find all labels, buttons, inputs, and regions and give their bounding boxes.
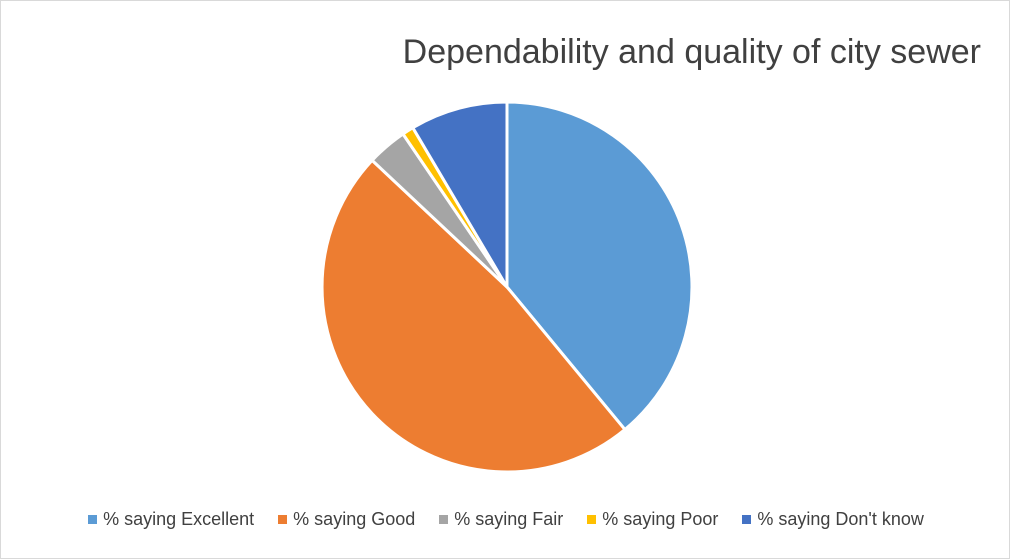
legend-item-4: % saying Don't know xyxy=(742,509,924,530)
legend-label-1: % saying Good xyxy=(293,509,416,529)
pie-slice-4 xyxy=(411,100,509,289)
legend-swatch-2 xyxy=(439,515,449,524)
legend-swatch-1 xyxy=(278,515,288,524)
legend-item-3: % saying Poor xyxy=(587,509,718,530)
legend-item-1: % saying Good xyxy=(278,509,415,530)
legend-swatch-3 xyxy=(587,515,597,524)
legend-swatch-4 xyxy=(742,515,752,524)
legend-label-0: % saying Excellent xyxy=(103,509,255,529)
legend-label-3: % saying Poor xyxy=(602,509,719,529)
chart-title: Dependability and quality of city sewer xyxy=(402,33,981,71)
pie-slice-1 xyxy=(320,158,627,474)
legend-item-0: % saying Excellent xyxy=(88,509,254,530)
legend: % saying Excellent % saying Good % saying … xyxy=(1,509,1009,530)
legend-label-4: % saying Don't know xyxy=(757,509,924,529)
legend-swatch-0 xyxy=(88,515,98,524)
pie-slice-0 xyxy=(505,100,694,432)
legend-item-2: % saying Fair xyxy=(439,509,563,530)
legend-label-2: % saying Fair xyxy=(454,509,564,529)
